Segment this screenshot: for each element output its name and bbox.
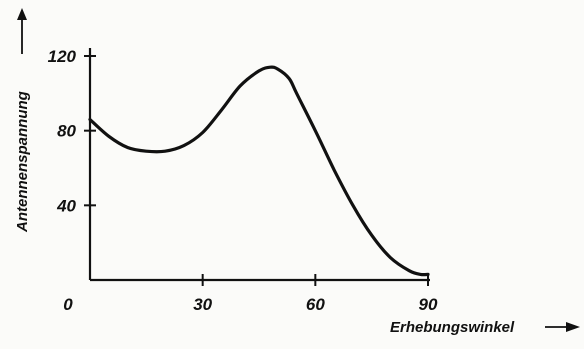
x-tick-label: 60 <box>306 295 325 314</box>
x-axis-arrowhead <box>566 322 580 332</box>
x-tick-label: 30 <box>193 295 212 314</box>
x-axis-label: Erhebungswinkel <box>390 319 515 336</box>
y-tick-label: 80 <box>57 122 76 141</box>
x-tick-label: 0 <box>63 295 73 314</box>
y-tick-label: 120 <box>48 47 77 66</box>
y-axis-arrowhead <box>17 8 27 20</box>
y-axis-label: Antennenspannung <box>14 91 31 233</box>
ticks <box>84 56 428 286</box>
x-tick-label: 90 <box>419 295 438 314</box>
labels: 0 30 60 90 40 80 120 Antennenspannung Erhebungsw… <box>14 8 580 336</box>
series-line-0 <box>90 67 428 275</box>
y-tick-label: 40 <box>56 196 76 215</box>
series <box>90 67 428 275</box>
